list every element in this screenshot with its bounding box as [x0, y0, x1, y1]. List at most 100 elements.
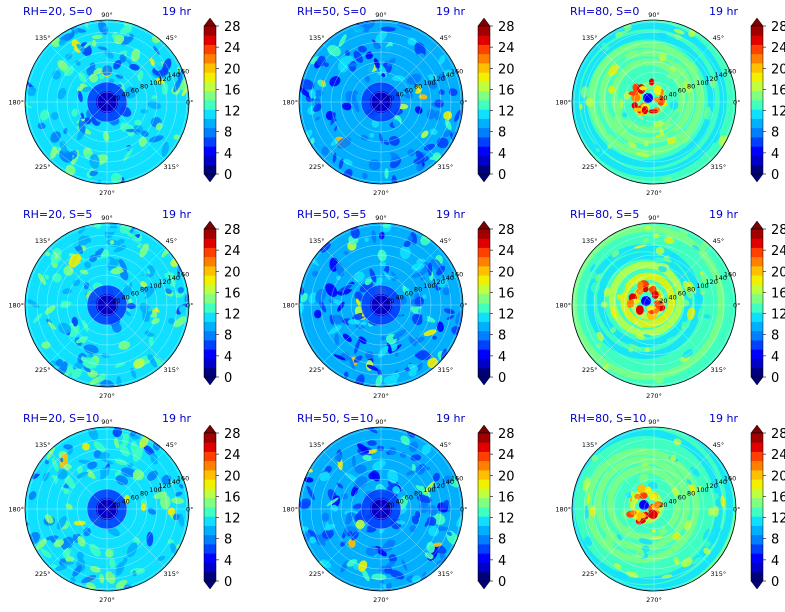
contour-patch: [615, 31, 623, 39]
contour-patch: [699, 289, 706, 295]
colorbar-segment: [751, 118, 763, 129]
colorbar-segment: [204, 81, 216, 92]
contour-patch: [661, 176, 673, 181]
polar-panel: 20 40 60 80 1001201401600°45°90°135°180°225°…: [555, 5, 785, 197]
colorbar-tick-label: 4: [771, 350, 779, 365]
contour-patch: [688, 483, 696, 494]
colorbar-tick-label: 28: [498, 20, 515, 35]
contour-patch: [362, 172, 368, 180]
panel-title: RH=80, S=5: [570, 208, 639, 221]
radial-tick-label: 100: [149, 282, 161, 290]
colorbar-segment: [751, 229, 763, 239]
colorbar-over-arrow: [750, 220, 764, 230]
contour-patch: [625, 491, 632, 499]
contour-patch: [619, 98, 624, 110]
colorbar-tick-label: 4: [498, 350, 506, 365]
contour-patch: [611, 250, 620, 258]
colorbar-segment: [204, 155, 216, 166]
colorbar-over-arrow: [477, 424, 491, 434]
contour-patch: [674, 130, 685, 139]
contour-patch: [704, 541, 711, 548]
radial-tick-label: 80: [414, 83, 422, 91]
contour-patch: [340, 560, 349, 573]
contour-patch: [367, 440, 377, 446]
contour-patch: [380, 26, 396, 32]
contour-patch: [83, 282, 90, 290]
contour-patch: [380, 336, 386, 341]
colorbar-segment: [204, 507, 216, 517]
colorbar-under-arrow: [203, 173, 217, 183]
colorbar-tick-label: 16: [224, 83, 241, 98]
angle-tick-label: 45°: [166, 237, 178, 245]
colorbar-tick-label: 16: [498, 490, 515, 505]
radial-tick-label: 120: [432, 75, 444, 83]
contour-patch: [139, 303, 153, 316]
colorbar-segment: [478, 312, 490, 322]
contour-patch: [672, 532, 681, 541]
eyewall-patch: [636, 486, 644, 493]
polar-panel: 20 40 60 80 1001201401600°45°90°135°180°225°…: [282, 5, 514, 197]
angle-tick-label: 90°: [375, 214, 387, 222]
colorbar-tick-label: 8: [224, 533, 232, 548]
grid-spoke: [48, 450, 108, 510]
colorbar-segment: [478, 330, 490, 341]
contour-patch: [709, 77, 717, 89]
contour-patch: [313, 103, 323, 112]
contour-patch: [39, 524, 46, 533]
colorbar-segment: [751, 53, 763, 64]
polar-outline: [298, 19, 464, 185]
polar-panel: 20 40 60 80 1001201401600°45°90°135°180°225°…: [282, 412, 514, 604]
contour-patch: [415, 485, 425, 492]
contour-patch: [123, 146, 132, 152]
contour-patch: [360, 134, 369, 141]
colorbar-tick-label: 24: [498, 41, 515, 56]
contour-patch: [616, 534, 623, 541]
colorbar-segment: [751, 127, 763, 138]
contour-patch: [37, 122, 46, 130]
contour-patch: [343, 250, 349, 256]
contour-patch: [328, 298, 334, 304]
contour-patch: [65, 52, 73, 60]
contour-patch: [403, 240, 411, 248]
colorbar-tick-label: 0: [224, 575, 232, 590]
radial-tick-label: 80: [140, 286, 148, 294]
contour-patch: [350, 485, 359, 497]
contour-patch: [659, 128, 664, 137]
colorbar-segment: [751, 247, 763, 258]
contour-patch: [692, 244, 700, 252]
contour-patch: [438, 54, 446, 65]
contour-patch: [368, 471, 376, 480]
contour-patch: [44, 274, 50, 280]
colorbar-segment: [478, 100, 490, 110]
contour-patch: [590, 281, 601, 293]
contour-patch: [603, 287, 611, 297]
contour-patch: [392, 329, 407, 340]
eye: [641, 296, 651, 306]
colorbar-segment: [478, 63, 490, 73]
contour-patch: [147, 508, 156, 515]
contour-patch: [635, 152, 650, 158]
colorbar-segment: [478, 367, 490, 378]
contour-patch: [389, 569, 405, 580]
radial-tick-label: 120: [158, 482, 170, 490]
grid-spoke: [48, 43, 108, 103]
colorbar-segment: [751, 433, 763, 443]
radial-tick-label: 20: [386, 94, 394, 102]
contour-patch: [144, 287, 156, 300]
colorbar-segment: [478, 488, 490, 499]
radial-tick-label: 120: [158, 278, 170, 286]
colorbar-segment: [204, 451, 216, 462]
colorbar-segment: [751, 460, 763, 471]
contour-patch: [142, 315, 150, 323]
contour-patch: [328, 325, 342, 335]
angle-tick-label: 315°: [438, 366, 454, 374]
contour-patch: [666, 229, 675, 238]
angle-tick-label: 315°: [711, 366, 727, 374]
contour-patch: [706, 110, 714, 121]
contour-patch: [582, 477, 591, 491]
colorbar-tick-label: 24: [498, 244, 515, 259]
eyewall-patch: [648, 286, 655, 293]
contour-patch: [153, 61, 163, 71]
contour-patch: [388, 447, 397, 456]
angle-tick-label: 315°: [438, 570, 454, 578]
